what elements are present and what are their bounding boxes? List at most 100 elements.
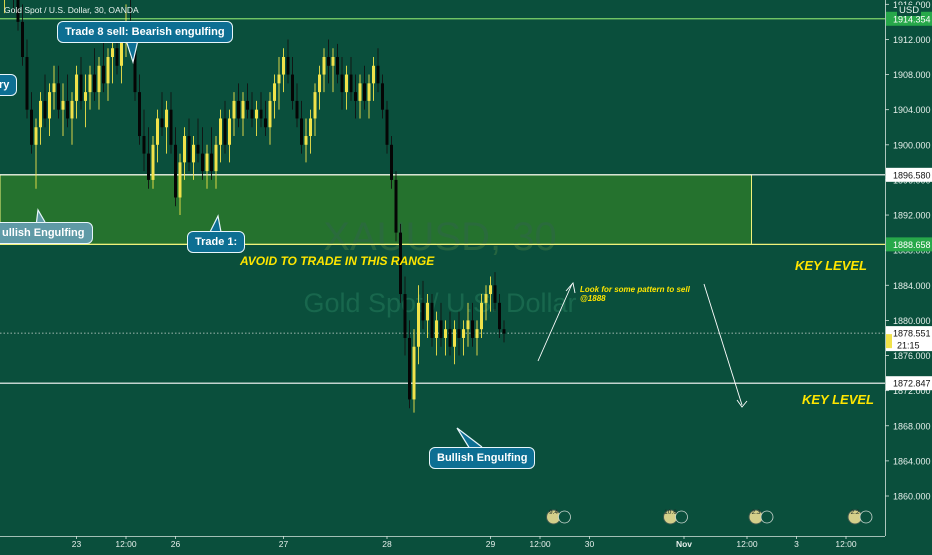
candle-body[interactable] xyxy=(160,118,164,128)
candle-body[interactable] xyxy=(178,162,182,198)
candle-body[interactable] xyxy=(147,153,150,180)
candle-body[interactable] xyxy=(381,83,384,110)
candle-body[interactable] xyxy=(264,118,267,128)
candle-body[interactable] xyxy=(502,329,506,334)
candle-body[interactable] xyxy=(412,346,416,400)
candle-body[interactable] xyxy=(210,153,213,172)
time-axis[interactable]: 23 12:00 26 27 28 29 12:00 30 Nov 12:00 3 12:00 xyxy=(0,536,885,550)
price-tag-lower-key-level[interactable] xyxy=(886,376,932,391)
candle-body[interactable] xyxy=(142,136,146,154)
candle-body[interactable] xyxy=(448,329,452,347)
candle-body[interactable] xyxy=(192,144,195,163)
candle-body[interactable] xyxy=(196,144,200,154)
candle-body[interactable] xyxy=(228,118,231,145)
candle-body[interactable] xyxy=(358,83,362,101)
candle-body[interactable] xyxy=(205,153,209,172)
candle-body[interactable] xyxy=(286,57,290,75)
event-icon-secondary[interactable] xyxy=(558,510,571,524)
candle-body[interactable] xyxy=(84,92,87,101)
candle-body[interactable] xyxy=(214,144,218,172)
candle-body[interactable] xyxy=(376,65,380,84)
candle-body[interactable] xyxy=(349,74,353,93)
candle-body[interactable] xyxy=(201,153,204,172)
candle-body[interactable] xyxy=(250,109,254,119)
price-axis[interactable]: 1860.000 1864.000 1868.000 1872.000 1876.000… xyxy=(885,0,932,550)
price-tag-zone-bottom[interactable] xyxy=(886,237,932,252)
bubble-trade8[interactable]: Trade 8 sell: Bearish engulfing xyxy=(57,21,233,43)
earnings-events[interactable]: 9.4 10.6 2.3 2.2 xyxy=(546,509,873,525)
candle-body[interactable] xyxy=(304,136,308,145)
candle-body[interactable] xyxy=(336,57,339,75)
candle-body[interactable] xyxy=(111,48,114,57)
candle-body[interactable] xyxy=(39,100,42,128)
candle-body[interactable] xyxy=(372,65,375,84)
candle-body[interactable] xyxy=(457,329,461,338)
candle-body[interactable] xyxy=(61,100,65,110)
candle-body[interactable] xyxy=(223,118,227,145)
candle-body[interactable] xyxy=(340,74,344,93)
currency-label[interactable]: USD xyxy=(897,5,922,16)
candle-body[interactable] xyxy=(115,48,119,66)
candle-body[interactable] xyxy=(156,118,159,145)
candle-body[interactable] xyxy=(367,83,371,101)
candle-body[interactable] xyxy=(318,74,321,93)
price-tag-current-price[interactable] xyxy=(886,326,932,341)
candle-body[interactable] xyxy=(48,92,51,119)
candle-body[interactable] xyxy=(309,118,312,137)
candle-body[interactable] xyxy=(498,302,501,330)
candle-body[interactable] xyxy=(331,57,335,66)
candle-body[interactable] xyxy=(426,302,429,321)
candle-body[interactable] xyxy=(25,57,29,110)
candle-body[interactable] xyxy=(183,136,186,163)
candle-body[interactable] xyxy=(66,100,69,119)
candle-body[interactable] xyxy=(237,100,240,119)
candle-body[interactable] xyxy=(120,39,123,66)
candle-body[interactable] xyxy=(102,65,105,84)
candle-body[interactable] xyxy=(439,320,443,338)
price-tag-zone-top[interactable] xyxy=(886,167,932,182)
candle-body[interactable] xyxy=(493,285,497,303)
candle-body[interactable] xyxy=(385,109,389,145)
candle-body[interactable] xyxy=(30,109,33,145)
candle-body[interactable] xyxy=(43,100,47,119)
candle-body[interactable] xyxy=(394,179,398,233)
candle-body[interactable] xyxy=(169,109,173,145)
candle-body[interactable] xyxy=(21,21,24,58)
event-icon-secondary[interactable] xyxy=(675,510,688,524)
candle-body[interactable] xyxy=(484,294,488,303)
candle-body[interactable] xyxy=(390,144,393,180)
candle-body[interactable] xyxy=(435,320,438,338)
candle-body[interactable] xyxy=(444,329,447,338)
candle-body[interactable] xyxy=(97,65,101,93)
candle-body[interactable] xyxy=(421,302,425,321)
candle-body[interactable] xyxy=(174,144,177,198)
candle-body[interactable] xyxy=(268,100,272,128)
candle-body[interactable] xyxy=(79,74,83,101)
candle-body[interactable] xyxy=(403,294,407,338)
candle-body[interactable] xyxy=(16,0,20,22)
event-icon-secondary[interactable] xyxy=(760,510,774,524)
bubble-bullish-bottom[interactable]: Bullish Engulfing xyxy=(429,447,536,469)
candles[interactable] xyxy=(3,0,506,413)
candle-body[interactable] xyxy=(165,109,168,128)
candle-body[interactable] xyxy=(313,92,317,119)
candle-body[interactable] xyxy=(277,74,281,84)
candle-body[interactable] xyxy=(255,109,258,119)
candle-body[interactable] xyxy=(345,74,348,93)
candle-body[interactable] xyxy=(327,57,330,66)
candle-body[interactable] xyxy=(138,92,141,137)
candle-body[interactable] xyxy=(417,302,420,347)
candle-body[interactable] xyxy=(295,100,299,119)
candle-body[interactable] xyxy=(93,74,96,93)
candle-body[interactable] xyxy=(106,57,110,84)
candle-body[interactable] xyxy=(246,100,249,110)
candle-body[interactable] xyxy=(75,74,78,101)
candle-body[interactable] xyxy=(133,48,137,93)
candle-body[interactable] xyxy=(282,57,285,75)
candle-body[interactable] xyxy=(453,329,456,347)
candle-body[interactable] xyxy=(52,83,56,93)
candle-body[interactable] xyxy=(34,127,38,145)
candle-body[interactable] xyxy=(300,118,303,145)
candle-body[interactable] xyxy=(471,320,474,338)
